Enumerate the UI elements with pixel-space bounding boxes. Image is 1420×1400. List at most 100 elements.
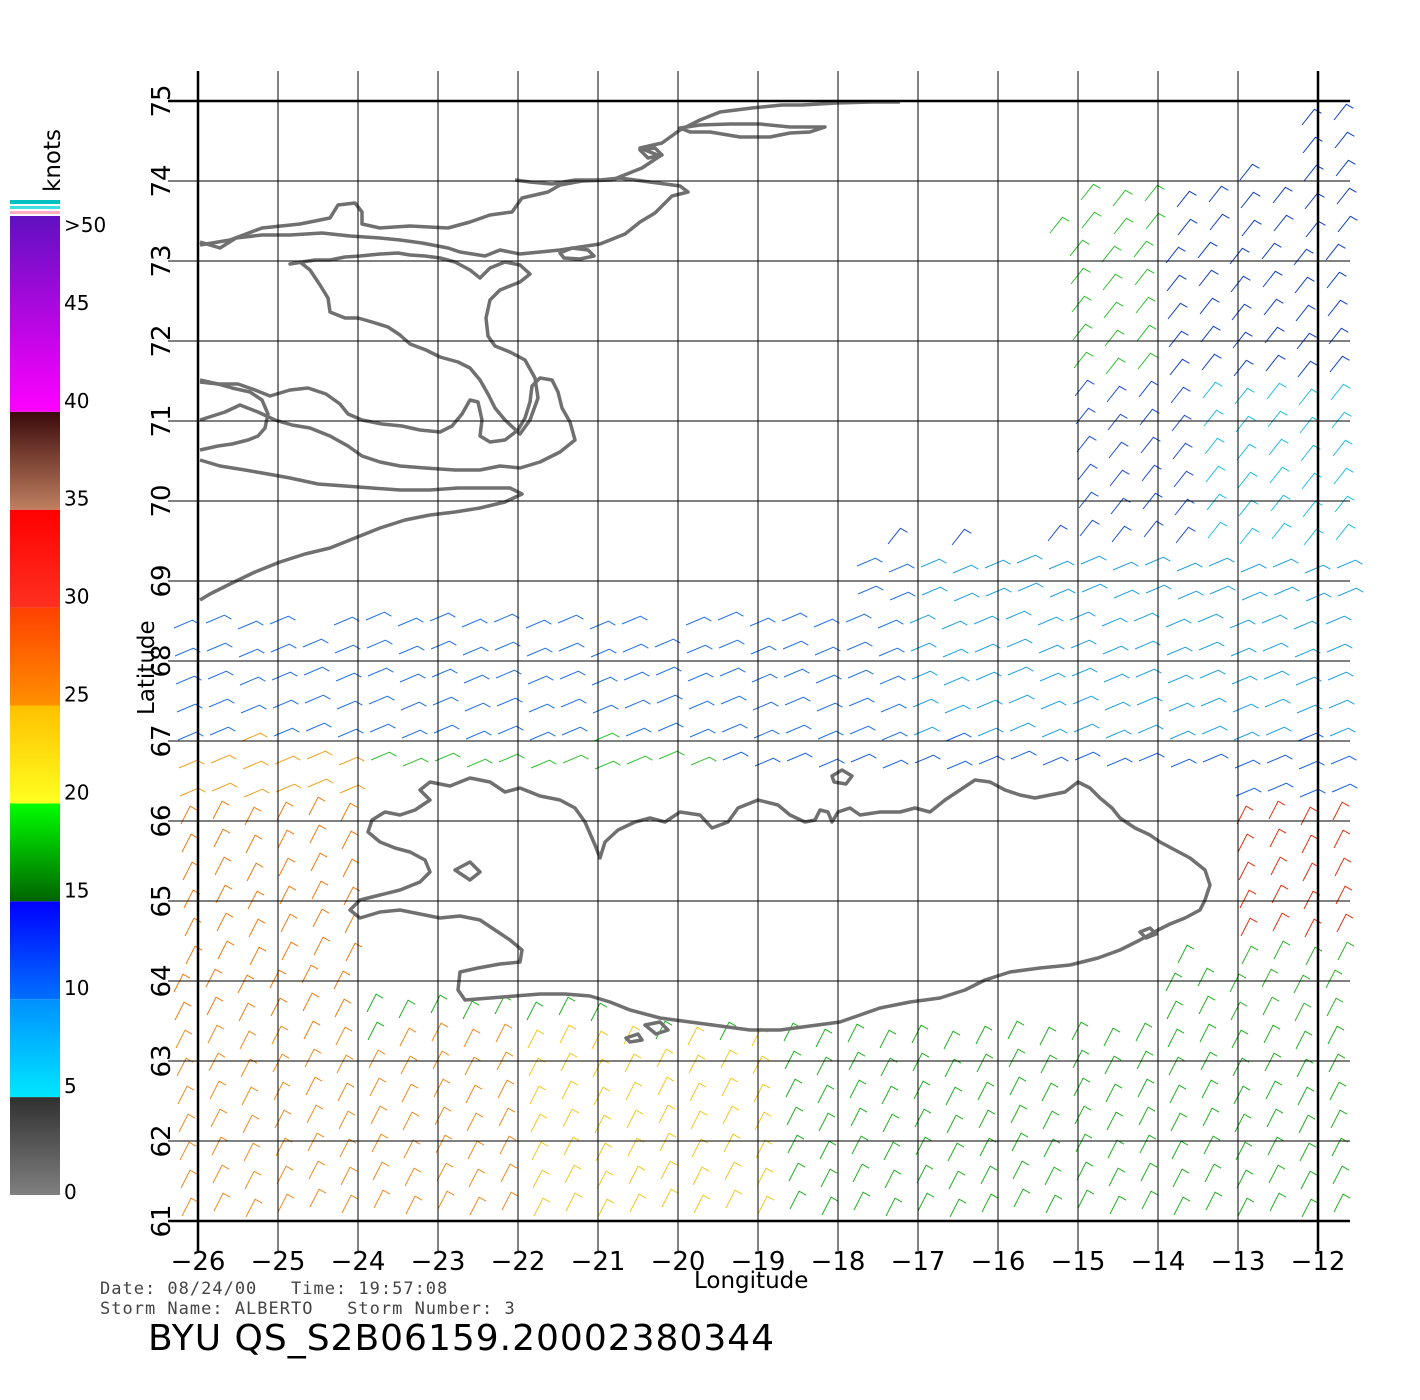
wind-barb [725,1189,743,1209]
wind-barb [308,1160,326,1180]
wind-barb [880,703,907,713]
wind-barb [1069,611,1096,621]
wind-barb [1145,212,1166,230]
wind-barb [270,997,288,1017]
wind-barb [1337,587,1364,597]
wind-barb [211,1136,229,1156]
wind-barb [215,884,233,904]
wind-barb [305,1076,323,1096]
wind-barb [1165,246,1186,264]
wind-barb [856,557,883,567]
wind-barb [214,856,232,876]
wind-barb [1138,380,1159,398]
wind-barb [1305,220,1326,238]
wind-barb [434,1106,452,1126]
wind-barb [1333,829,1351,849]
wind-barb [1329,1081,1347,1101]
wind-barb [1005,610,1032,620]
wind-barb [495,1023,513,1043]
wind-barb [248,918,266,938]
wind-barb [1139,408,1160,426]
wind-barb [847,1023,865,1043]
wind-barb [244,806,262,826]
wind-barb [278,857,296,877]
wind-barb [1299,416,1320,434]
wind-barb [1206,493,1227,511]
wind-barb [783,668,810,678]
wind-barb [276,1165,294,1185]
wind-barb [464,1056,482,1076]
wind-barb [1262,996,1280,1016]
wind-barb [339,1138,357,1158]
wind-barb [342,858,360,878]
wind-barb [815,674,842,684]
wind-barb [816,1056,834,1076]
wind-barb [217,940,235,960]
colorbar-band [10,901,60,1000]
wind-barb [1073,1077,1091,1097]
wind-barb [817,1084,835,1104]
wind-barb [400,701,427,711]
wind-barb [336,1054,354,1074]
wind-barb [1139,1134,1157,1154]
wind-barb [525,619,552,629]
wind-barb [592,704,619,714]
wind-barb [985,587,1012,597]
wind-barb [1272,912,1290,932]
wind-barb [1167,1028,1185,1048]
wind-barb [1204,1163,1222,1183]
wind-barb [1299,788,1326,798]
wind-barb [911,1024,929,1044]
wind-barb [626,1109,644,1129]
wind-barb [1261,968,1279,988]
wind-barb [1273,940,1291,960]
wind-barb [921,586,948,596]
wind-barb [1263,1024,1281,1044]
wind-barb [1113,589,1140,599]
wind-barb [910,642,937,652]
colorbar-label: 35 [64,487,89,511]
wind-barb [1241,219,1262,237]
wind-barb [1144,184,1165,202]
wind-barb [879,1029,897,1049]
wind-barb [558,996,576,1016]
wind-barb [1332,439,1353,457]
wind-barb [1296,1058,1314,1078]
wind-barb [1171,1140,1189,1160]
wind-barb [1176,562,1203,572]
greenland-coast [199,100,900,247]
wind-barb [1076,435,1097,453]
wind-barb [1304,192,1325,210]
wind-barb [984,559,1011,569]
wind-barb [942,648,969,658]
wind-barb [465,1084,483,1104]
wind-barb [1330,755,1357,765]
wind-barb [1266,754,1293,764]
wind-barb [529,1085,547,1105]
wind-barb [302,992,320,1012]
wind-barb [309,1188,327,1208]
wind-barb [495,669,522,679]
wind-barb [943,676,970,686]
wind-barb [1295,304,1316,322]
wind-barb [1294,276,1315,294]
wind-barb [334,998,352,1018]
wind-barb [1176,190,1197,208]
wind-barb [271,1025,289,1045]
wind-barb [530,759,557,769]
wind-barb [658,750,685,760]
wind-barb [1166,274,1187,292]
wind-barb [303,1020,321,1040]
wind-barb [1072,323,1093,341]
latitude-tick-label: 71 [147,404,177,437]
wind-barb [1269,1192,1287,1212]
wind-barb [1010,750,1037,760]
wind-barb [1232,331,1253,349]
wind-barb [853,1191,871,1211]
wind-barb [305,722,332,732]
wind-barb [237,620,264,630]
wind-barb [208,698,235,708]
colorbar-top-label: >50 [64,213,106,237]
wind-barb [1297,360,1318,378]
wind-barb [1261,242,1282,260]
